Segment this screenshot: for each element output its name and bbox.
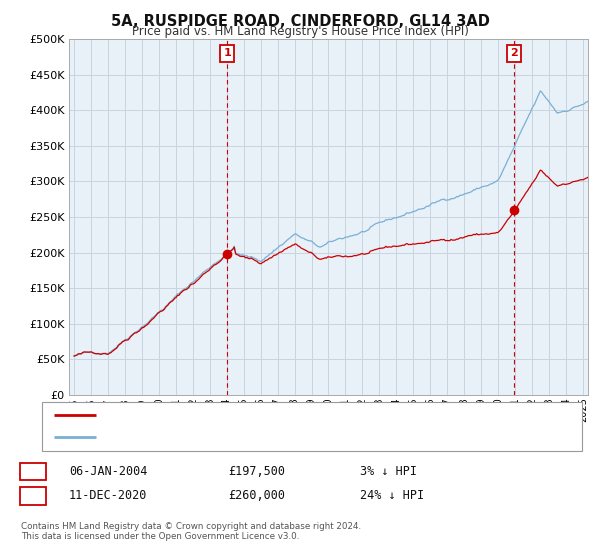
- Text: £197,500: £197,500: [228, 465, 285, 478]
- Text: HPI: Average price, detached house, Forest of Dean: HPI: Average price, detached house, Fore…: [105, 432, 387, 442]
- Text: Price paid vs. HM Land Registry's House Price Index (HPI): Price paid vs. HM Land Registry's House …: [131, 25, 469, 38]
- Text: 2: 2: [29, 489, 37, 502]
- Text: 2: 2: [511, 48, 518, 58]
- Text: 24% ↓ HPI: 24% ↓ HPI: [360, 489, 424, 502]
- Text: 5A, RUSPIDGE ROAD, CINDERFORD, GL14 3AD (detached house): 5A, RUSPIDGE ROAD, CINDERFORD, GL14 3AD …: [105, 410, 459, 421]
- Text: 1: 1: [223, 48, 231, 58]
- Text: 5A, RUSPIDGE ROAD, CINDERFORD, GL14 3AD: 5A, RUSPIDGE ROAD, CINDERFORD, GL14 3AD: [110, 14, 490, 29]
- Text: 06-JAN-2004: 06-JAN-2004: [69, 465, 148, 478]
- Text: 3% ↓ HPI: 3% ↓ HPI: [360, 465, 417, 478]
- Text: £260,000: £260,000: [228, 489, 285, 502]
- Text: 11-DEC-2020: 11-DEC-2020: [69, 489, 148, 502]
- Text: Contains HM Land Registry data © Crown copyright and database right 2024.
This d: Contains HM Land Registry data © Crown c…: [21, 522, 361, 542]
- Text: 1: 1: [29, 465, 37, 478]
